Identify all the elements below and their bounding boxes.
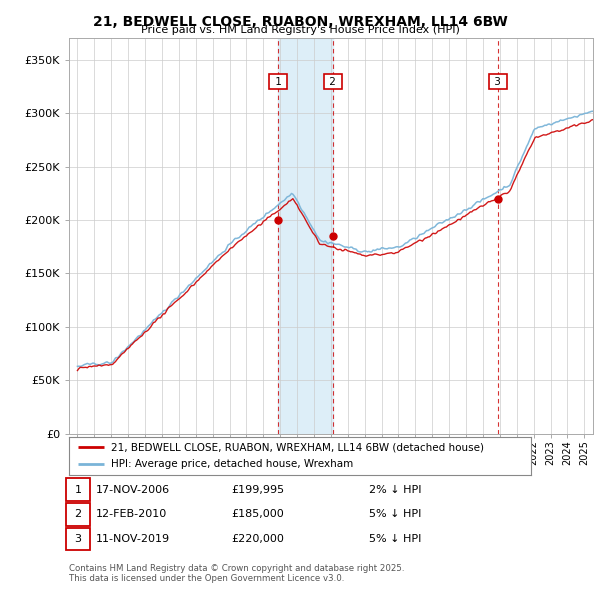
Text: Price paid vs. HM Land Registry's House Price Index (HPI): Price paid vs. HM Land Registry's House … (140, 25, 460, 35)
Text: 12-FEB-2010: 12-FEB-2010 (96, 509, 167, 519)
Text: 2% ↓ HPI: 2% ↓ HPI (369, 484, 421, 494)
Text: 11-NOV-2019: 11-NOV-2019 (96, 534, 170, 544)
Text: 5% ↓ HPI: 5% ↓ HPI (369, 509, 421, 519)
Text: Contains HM Land Registry data © Crown copyright and database right 2025.
This d: Contains HM Land Registry data © Crown c… (69, 563, 404, 583)
Bar (278, 38, 333, 434)
Text: HPI: Average price, detached house, Wrexham: HPI: Average price, detached house, Wrex… (110, 459, 353, 469)
Text: 1: 1 (272, 77, 285, 87)
Text: 21, BEDWELL CLOSE, RUABON, WREXHAM, LL14 6BW (detached house): 21, BEDWELL CLOSE, RUABON, WREXHAM, LL14… (110, 442, 484, 453)
Text: 5% ↓ HPI: 5% ↓ HPI (369, 534, 421, 544)
Text: £199,995: £199,995 (231, 484, 284, 494)
Text: 17-NOV-2006: 17-NOV-2006 (96, 484, 170, 494)
Text: £185,000: £185,000 (231, 509, 284, 519)
Text: 3: 3 (74, 534, 82, 544)
Text: 2: 2 (326, 77, 340, 87)
Text: 2: 2 (74, 509, 82, 519)
Text: £220,000: £220,000 (231, 534, 284, 544)
Text: 21, BEDWELL CLOSE, RUABON, WREXHAM, LL14 6BW: 21, BEDWELL CLOSE, RUABON, WREXHAM, LL14… (92, 15, 508, 29)
Text: 1: 1 (74, 484, 82, 494)
Text: 3: 3 (491, 77, 504, 87)
